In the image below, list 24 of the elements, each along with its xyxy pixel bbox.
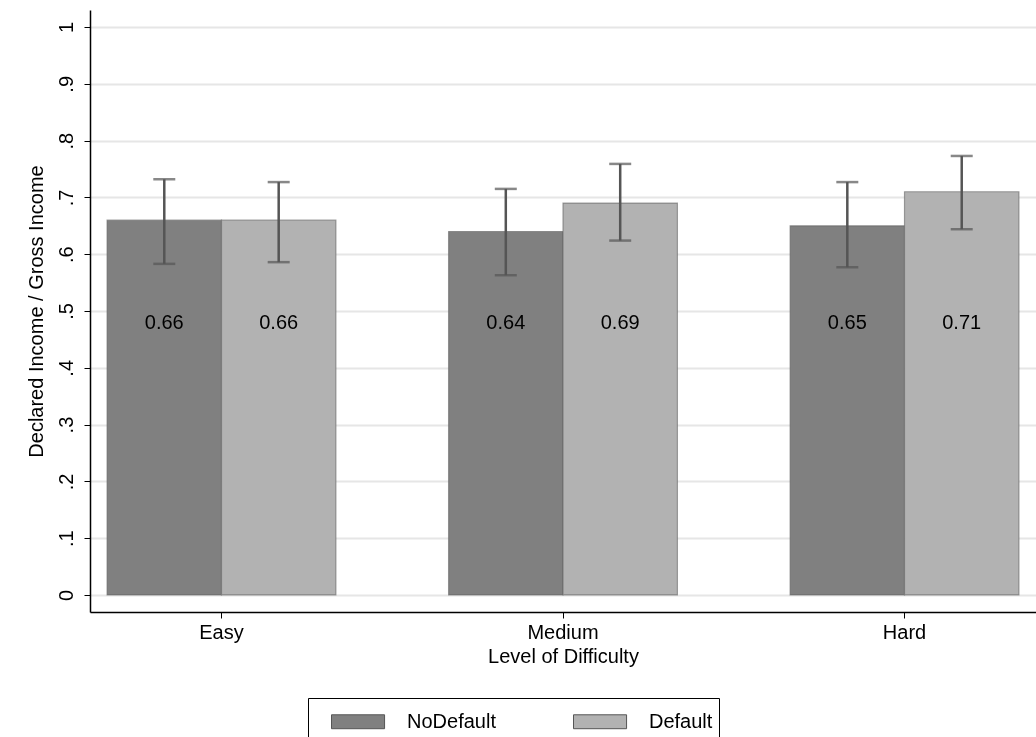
data-label: 0.69 [600,311,640,334]
y-tick-label: .6 [54,246,77,264]
data-label: 0.65 [827,311,867,334]
data-label: 0.66 [144,311,184,334]
data-label: 0.71 [942,311,982,334]
x-axis-title: Level of Difficulty [488,644,639,667]
x-tick-label: Hard [882,620,927,643]
y-tick-label: 1 [54,21,77,34]
y-tick-label: .4 [54,359,77,377]
y-tick-label: 0 [54,589,77,602]
x-tick-label: Medium [527,620,599,643]
y-tick-label: .5 [54,303,77,320]
y-tick-label: .8 [54,132,77,150]
data-label: 0.66 [259,311,299,334]
y-tick-label: .2 [54,473,77,491]
y-tick-label: .1 [54,530,77,548]
data-label: 0.64 [486,311,526,334]
x-tick-label: Easy [199,620,244,643]
y-axis-title: Declared Income / Gross Income [24,165,47,458]
y-tick-label: .7 [54,189,77,207]
legend-label: NoDefault [407,709,497,732]
y-tick-label: .9 [54,75,77,93]
y-tick-label: .3 [54,416,77,434]
legend-label: Default [649,709,713,732]
